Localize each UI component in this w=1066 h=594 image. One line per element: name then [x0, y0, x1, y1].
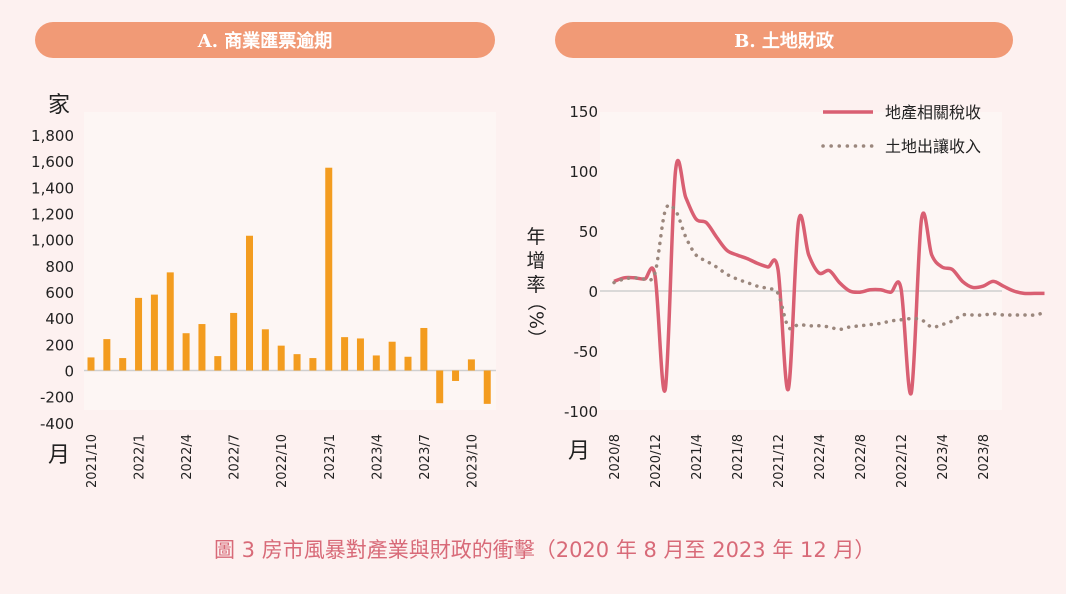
x-tick-label: 2023/1: [323, 434, 338, 480]
y-tick-label: 0: [588, 283, 598, 301]
bar: [214, 356, 222, 371]
x-unit-label: 月: [48, 443, 70, 468]
bar: [198, 324, 206, 371]
series-line-land-sales: [612, 203, 1047, 332]
x-tick-label: 2023/10: [465, 434, 480, 488]
bar: [135, 297, 143, 371]
x-tick-label: 2022/10: [275, 434, 290, 488]
x-tick-label: 2021/10: [85, 434, 100, 488]
y-tick-label: 1,800: [31, 127, 74, 145]
bar: [436, 370, 444, 404]
bar: [483, 370, 491, 404]
y-tick-label: -50: [574, 343, 599, 361]
legend-label: 地產相關稅收: [885, 103, 981, 122]
y-tick-label: 1,000: [31, 232, 74, 250]
x-tick-label: 2021/8: [731, 434, 746, 480]
y-tick-label: 50: [579, 223, 598, 241]
x-tick-label: 2022/4: [180, 434, 195, 480]
x-tick-label: 2020/8: [608, 434, 623, 480]
bar: [277, 345, 285, 371]
bar: [261, 329, 269, 371]
bar: [182, 333, 190, 371]
bar: [293, 354, 301, 371]
panel-b-title: B. 土地財政: [555, 22, 1013, 58]
legend-label: 土地出讓收入: [885, 137, 981, 156]
x-tick-label: 2023/8: [977, 434, 992, 480]
y-tick-label: -100: [564, 403, 598, 421]
y-tick-label: -400: [40, 415, 74, 433]
panel-a-title: A. 商業匯票逾期: [35, 22, 495, 58]
bar: [356, 338, 364, 371]
y-unit-label: 家: [48, 93, 70, 118]
x-tick-label: 2022/8: [854, 434, 869, 480]
series-line-land-tax: [613, 158, 1045, 396]
bar: [404, 356, 412, 371]
x-tick-label: 2021/12: [772, 434, 787, 488]
bar: [420, 327, 428, 371]
x-tick-label: 2022/4: [813, 434, 828, 480]
x-tick-label: 2022/12: [895, 434, 910, 488]
bar: [103, 339, 111, 371]
bar: [325, 167, 333, 371]
x-tick-label: 2020/12: [649, 434, 664, 488]
bar: [452, 370, 460, 381]
y-axis-label-char: （%）: [525, 292, 547, 348]
x-tick-label: 2022/1: [133, 434, 148, 480]
figure-caption: 圖 3 房市風暴對產業與財政的衝擊（2020 年 8 月至 2023 年 12 …: [214, 538, 876, 562]
bar: [341, 337, 349, 371]
x-tick-label: 2021/4: [690, 434, 705, 480]
y-tick-label: 400: [45, 310, 74, 328]
line-chart-land-finance: -100 -50 0 50 100 150 年增率（%） 月 2020/8 2020/12 2021…: [525, 103, 1047, 488]
y-tick-label: 1,600: [31, 153, 74, 171]
bar: [87, 357, 95, 371]
y-tick-label: 100: [569, 163, 598, 181]
x-tick-label: 2023/4: [370, 434, 385, 480]
y-tick-label: 1,200: [31, 206, 74, 224]
bar: [230, 312, 238, 371]
y-axis-label-char: 增: [526, 250, 545, 272]
y-tick-label: -200: [40, 389, 74, 407]
y-tick-label: 800: [45, 258, 74, 276]
bar: [119, 358, 127, 371]
x-tick-label: 2023/7: [418, 434, 433, 480]
bar: [246, 235, 253, 371]
y-tick-label: 150: [569, 103, 598, 121]
x-tick-label: 2022/7: [228, 434, 243, 480]
y-tick-label: 1,400: [31, 179, 74, 197]
y-tick-label: 600: [45, 284, 74, 302]
bar: [372, 355, 380, 371]
y-tick-label: 0: [64, 363, 74, 381]
y-tick-label: 200: [45, 336, 74, 354]
bar: [309, 358, 317, 371]
bar: [150, 294, 158, 371]
bar: [467, 359, 475, 371]
bar-chart-overdue-commercial-bills: -400 -200 0 200 400 600 800 1,000 1,200 1,400 1,60…: [31, 93, 496, 488]
bar: [388, 341, 396, 371]
x-tick-label: 2023/4: [936, 434, 951, 480]
y-axis-label-char: 率: [526, 274, 545, 296]
y-axis-label-char: 年: [526, 226, 545, 248]
x-unit-label: 月: [568, 439, 590, 464]
bar: [166, 272, 174, 371]
